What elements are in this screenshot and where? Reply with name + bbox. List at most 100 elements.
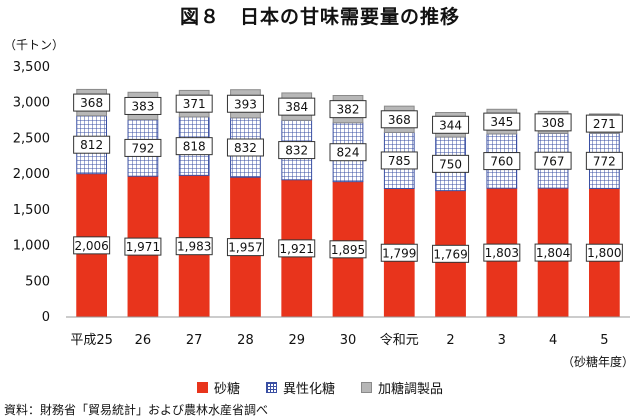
y-tick-label: 1,000 [13, 239, 50, 254]
x-tick-label: 29 [288, 333, 305, 348]
x-tick-label: 2 [446, 333, 454, 348]
legend-label-processed-sugar: 加糖調製品 [378, 382, 444, 397]
data-label: 1,769 [433, 247, 467, 261]
legend-swatch-sugar [196, 382, 208, 393]
x-tick-label: 5 [600, 333, 608, 348]
legend-swatch-processed-sugar [361, 382, 372, 393]
x-tick-label: 平成25 [70, 333, 113, 348]
source-note: 資料：財務省「貿易統計」および農林水産省調べ [4, 403, 269, 417]
data-label-box [73, 236, 111, 255]
data-label: 1,971 [126, 240, 160, 254]
data-label-box [483, 243, 521, 262]
x-tick-label: 3 [498, 333, 506, 348]
data-label: 1,983 [177, 240, 211, 254]
x-tick-label: 30 [340, 333, 357, 348]
x-tick-label: 27 [186, 333, 203, 348]
data-label: 308 [542, 116, 565, 130]
y-tick-label: 3,000 [13, 96, 50, 111]
data-label: 760 [490, 155, 513, 169]
data-label-box [226, 138, 264, 157]
x-axis-unit: （砂糖年度） [561, 355, 634, 369]
data-label-box [329, 240, 367, 259]
data-label-box [73, 93, 111, 112]
data-label: 271 [593, 117, 616, 131]
y-tick-label: 0 [42, 310, 50, 325]
data-label-box [329, 100, 367, 119]
data-label-box [124, 237, 162, 256]
data-label: 1,957 [228, 241, 262, 255]
data-label: 750 [439, 157, 462, 171]
data-label: 767 [542, 154, 565, 168]
data-label-box [432, 244, 470, 263]
x-tick-label: 令和元 [380, 333, 419, 348]
data-label: 832 [285, 144, 308, 158]
data-label: 368 [80, 96, 103, 110]
data-label: 344 [439, 118, 462, 132]
data-label-box [175, 237, 213, 256]
data-label-box [380, 110, 418, 129]
data-label: 818 [183, 140, 206, 154]
x-tick-label: 4 [549, 333, 557, 348]
data-label-box [585, 114, 623, 133]
x-tick-label: 28 [237, 333, 254, 348]
data-label: 345 [490, 115, 513, 129]
y-tick-label: 3,500 [13, 60, 50, 75]
x-axis: 平成25 26 27 28 29 30 令和元 2 3 4 5 [66, 316, 630, 348]
data-label: 1,921 [280, 242, 314, 256]
data-label: 1,895 [331, 243, 365, 257]
data-label-box [380, 151, 418, 170]
data-label-box [585, 151, 623, 170]
y-tick-label: 500 [25, 274, 50, 289]
data-label: 1,803 [485, 246, 519, 260]
data-label: 371 [183, 97, 206, 111]
x-tick-label: 26 [135, 333, 152, 348]
y-tick-label: 2,000 [13, 167, 50, 182]
data-label-box [585, 243, 623, 262]
data-label: 824 [337, 146, 360, 160]
data-label-box [534, 243, 572, 262]
data-label: 785 [388, 154, 411, 168]
data-label-box [432, 115, 470, 134]
legend: 砂糖 異性化糖 加糖調製品 [0, 378, 640, 397]
data-label: 832 [234, 141, 257, 155]
data-label-box [226, 238, 264, 257]
chart-title: 図８ 日本の甘味需要量の推移 [179, 6, 460, 28]
data-label: 792 [131, 141, 154, 155]
y-tick-label: 2,500 [13, 131, 50, 146]
data-label: 2,006 [74, 239, 108, 253]
data-label-box [483, 152, 521, 171]
data-label-box [278, 239, 316, 258]
data-label-box [432, 154, 470, 173]
data-label: 382 [337, 103, 360, 117]
y-axis-unit: （千トン） [4, 38, 65, 52]
data-label-box [73, 135, 111, 154]
data-label-box [175, 137, 213, 156]
data-label-box [534, 113, 572, 132]
data-label: 1,804 [536, 246, 570, 260]
data-label: 772 [593, 154, 616, 168]
data-label: 1,799 [382, 246, 416, 260]
data-label-box [329, 143, 367, 162]
data-label: 812 [80, 138, 103, 152]
data-label-box [278, 141, 316, 160]
y-tick-label: 1,500 [13, 203, 50, 218]
legend-label-isomerized-sugar: 異性化糖 [282, 382, 335, 397]
data-label: 384 [285, 100, 308, 114]
data-label-box [175, 94, 213, 113]
data-label-box [226, 94, 264, 113]
data-labels: 2,006 812 368 1,971 792 383 1,983 818 371 1,957 83… [73, 93, 623, 263]
data-label-box [124, 138, 162, 157]
data-label: 393 [234, 97, 257, 111]
legend-swatch-isomerized-sugar [265, 382, 277, 393]
legend-item-isomerized-sugar: 異性化糖 [265, 378, 335, 397]
data-label: 383 [131, 99, 154, 113]
data-label: 368 [388, 113, 411, 127]
data-label-box [380, 243, 418, 262]
data-label-box [124, 96, 162, 115]
data-label-box [278, 97, 316, 116]
legend-label-sugar: 砂糖 [213, 382, 240, 397]
legend-item-processed-sugar: 加糖調製品 [361, 378, 443, 397]
y-axis: 0 500 1,000 1,500 2,000 2,500 3,000 3,500 [13, 60, 50, 325]
data-label-box [483, 112, 521, 131]
